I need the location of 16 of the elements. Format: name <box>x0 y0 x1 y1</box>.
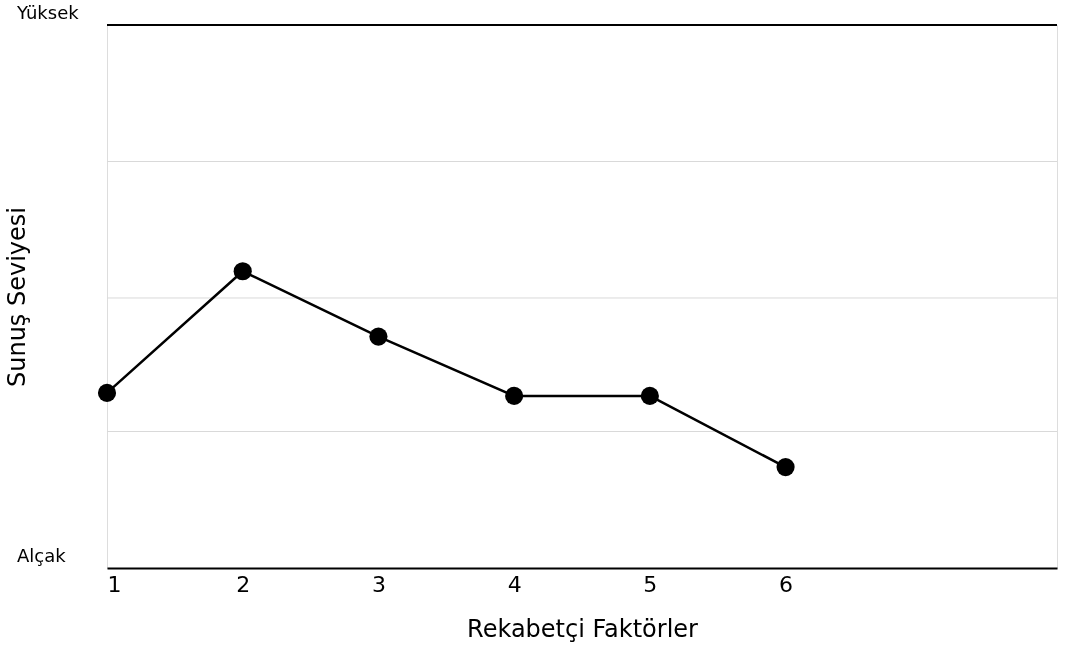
x-tick-label: 4 <box>507 571 522 597</box>
point <box>776 458 795 477</box>
x-tick-label: 2 <box>236 571 251 597</box>
point <box>640 386 659 405</box>
y-axis-title: Sunuş Seviyesi <box>2 206 31 388</box>
text: Yüksek <box>16 2 80 23</box>
point <box>233 262 252 281</box>
x-tick-label: 6 <box>779 571 794 597</box>
point <box>369 327 388 346</box>
x-axis-title: Rekabetçi Faktörler <box>467 614 699 643</box>
point <box>97 383 117 402</box>
x-tick-label: 3 <box>371 571 386 597</box>
point <box>505 386 524 405</box>
x-tick-label: 1 <box>107 571 122 597</box>
x-tick-label: 5 <box>643 571 658 597</box>
text: Alçak <box>17 545 67 566</box>
